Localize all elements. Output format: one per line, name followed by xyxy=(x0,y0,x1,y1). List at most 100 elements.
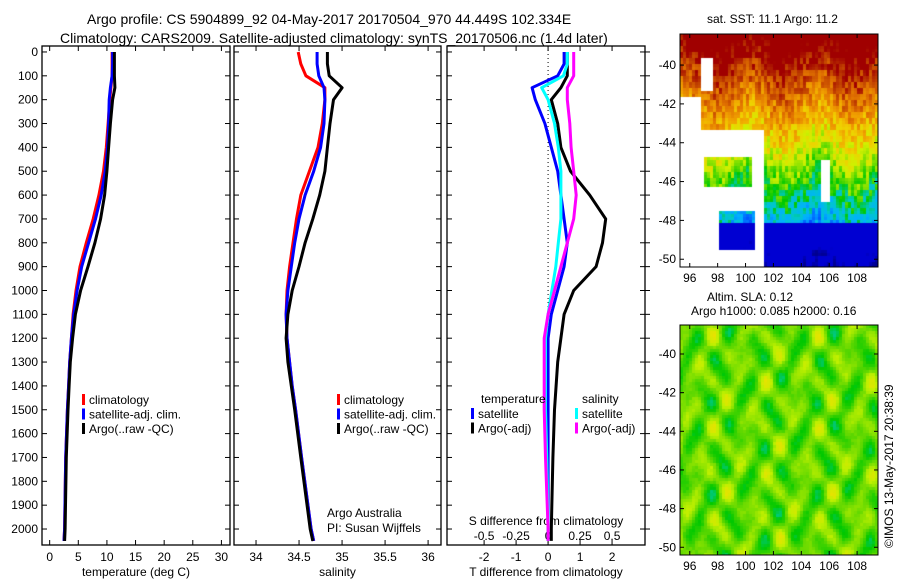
x-axis-label: T difference from climatology xyxy=(469,565,623,579)
legend-swatch xyxy=(82,408,85,420)
legend-label: Argo(-adj) xyxy=(582,422,635,436)
x-tick-label: 30 xyxy=(215,550,229,564)
x-tick-label: 25 xyxy=(186,550,200,564)
legend-swatch xyxy=(337,408,340,420)
map-y-tick-label: -42 xyxy=(659,386,677,400)
map-x-tick-label: 106 xyxy=(819,271,839,285)
map-y-tick-label: -50 xyxy=(659,252,677,266)
legend-swatch xyxy=(575,422,578,434)
figure-title-line1: Argo profile: CS 5904899_92 04-May-2017 … xyxy=(87,11,571,27)
map-frame xyxy=(679,33,879,268)
x-tick-label: -1 xyxy=(511,550,522,564)
map-x-tick-label: 96 xyxy=(683,271,697,285)
x-tick-label: 0 xyxy=(545,550,552,564)
x2-tick-label: -0.5 xyxy=(474,529,495,543)
map-x-tick-label: 98 xyxy=(711,271,725,285)
legend-label: satellite-adj. clim. xyxy=(89,408,181,422)
y-tick-label: 1900 xyxy=(11,498,38,512)
x-tick-label: 15 xyxy=(129,550,143,564)
x2-axis-label: S difference from climatology xyxy=(469,514,624,528)
legend-label: climatology xyxy=(89,393,149,407)
x-tick-label: 2 xyxy=(609,550,616,564)
map-x-tick-label: 106 xyxy=(819,559,839,573)
legend-label: Argo(-adj) xyxy=(478,422,531,436)
map-x-tick-label: 104 xyxy=(791,559,811,573)
legend-label: climatology xyxy=(344,393,404,407)
sst-heatmap xyxy=(680,34,878,267)
x-tick-label: 35 xyxy=(335,550,349,564)
y-tick-label: 100 xyxy=(18,69,38,83)
x-tick-label: 35.5 xyxy=(373,550,397,564)
y-tick-label: 1500 xyxy=(11,403,38,417)
legend-label: satellite-adj. clim. xyxy=(344,408,436,422)
y-tick-label: 200 xyxy=(18,93,38,107)
legend-swatch xyxy=(575,408,578,419)
series-line-argo--adj- xyxy=(549,52,608,541)
y-tick-label: 800 xyxy=(18,236,38,250)
y-tick-label: 1800 xyxy=(11,474,38,488)
legend-swatch xyxy=(337,394,340,405)
legend-label: satellite xyxy=(582,407,623,421)
legend-title: temperature xyxy=(481,392,546,406)
legend-swatch xyxy=(337,423,340,434)
map-x-tick-label: 100 xyxy=(736,271,756,285)
sst-map-title: sat. SST: 11.1 Argo: 11.2 xyxy=(707,12,838,26)
x-tick-label: 34 xyxy=(249,550,263,564)
series-line-climatology xyxy=(62,52,114,541)
plot-frame xyxy=(41,45,231,546)
x-axis-label: temperature (deg C) xyxy=(82,565,190,579)
map-y-tick-label: -46 xyxy=(659,175,677,189)
y-tick-label: 400 xyxy=(18,140,38,154)
map-y-tick-label: -42 xyxy=(659,97,677,111)
y-tick-label: 1200 xyxy=(11,331,38,345)
map-x-tick-label: 98 xyxy=(711,559,725,573)
sla-map-title: Altim. SLA: 0.12 xyxy=(707,290,793,304)
plot-frame xyxy=(233,45,442,546)
credits-line1: Argo Australia xyxy=(327,506,402,520)
x-tick-label: 36 xyxy=(421,550,435,564)
map-x-tick-label: 108 xyxy=(847,559,867,573)
map-y-tick-label: -50 xyxy=(659,540,677,554)
series-line-satellite-adj--clim- xyxy=(62,52,115,541)
map-y-tick-label: -40 xyxy=(659,58,677,72)
legend-label: satellite xyxy=(478,407,519,421)
map-x-tick-label: 108 xyxy=(847,271,867,285)
map-y-tick-label: -46 xyxy=(659,463,677,477)
map-frame xyxy=(679,324,879,556)
map-y-tick-label: -48 xyxy=(659,213,677,227)
map-x-tick-label: 102 xyxy=(763,271,783,285)
legend-label: Argo(..raw -QC) xyxy=(344,422,429,436)
x2-tick-label: 0.5 xyxy=(604,529,621,543)
y-tick-label: 2000 xyxy=(11,522,38,536)
legend-label: Argo(..raw -QC) xyxy=(89,422,174,436)
y-tick-label: 700 xyxy=(18,212,38,226)
y-tick-label: 1400 xyxy=(11,379,38,393)
map-y-tick-label: -44 xyxy=(659,424,677,438)
legend-title: salinity xyxy=(582,392,619,406)
y-tick-label: 1300 xyxy=(11,355,38,369)
sla-map-subtitle: Argo h1000: 0.085 h2000: 0.16 xyxy=(691,304,857,318)
map-y-tick-label: -44 xyxy=(659,136,677,150)
figure-title-line2: Climatology: CARS2009. Satellite-adjuste… xyxy=(60,30,608,46)
sla-heatmap xyxy=(680,325,878,555)
legend-swatch xyxy=(471,408,474,419)
series-line-argo---raw--qc- xyxy=(284,52,344,542)
x2-tick-label: 0.25 xyxy=(568,529,592,543)
x-tick-label: 1 xyxy=(577,550,584,564)
credits-line2: PI: Susan Wijffels xyxy=(327,521,421,535)
y-tick-label: 1700 xyxy=(11,450,38,464)
x-axis-label: salinity xyxy=(319,565,356,579)
x-tick-label: -2 xyxy=(479,550,490,564)
y-tick-label: 1600 xyxy=(11,427,38,441)
y-tick-label: 600 xyxy=(18,188,38,202)
legend-swatch xyxy=(471,422,474,434)
y-tick-label: 900 xyxy=(18,260,38,274)
series-line-argo---raw--qc- xyxy=(63,52,117,541)
plot-frame xyxy=(446,45,646,546)
x-tick-label: 34.5 xyxy=(287,550,311,564)
x-tick-label: 10 xyxy=(100,550,114,564)
legend-swatch xyxy=(82,394,85,405)
map-y-tick-label: -40 xyxy=(659,347,677,361)
series-line-argo--adj- xyxy=(542,52,578,541)
map-x-tick-label: 100 xyxy=(736,559,756,573)
